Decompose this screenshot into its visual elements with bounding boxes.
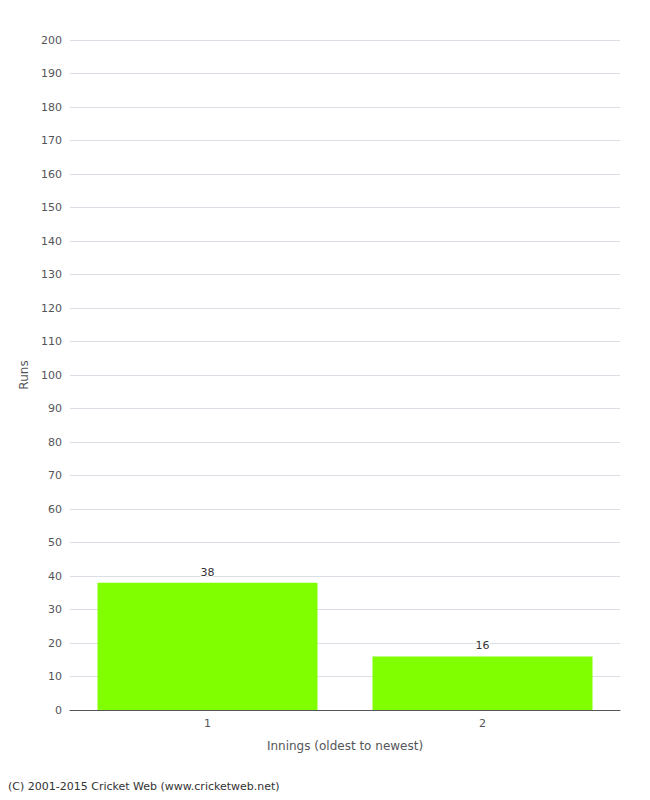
svg-text:180: 180 xyxy=(41,101,62,114)
svg-text:50: 50 xyxy=(48,536,62,549)
svg-text:2: 2 xyxy=(479,717,486,730)
svg-text:160: 160 xyxy=(41,168,62,181)
svg-text:100: 100 xyxy=(41,369,62,382)
svg-text:60: 60 xyxy=(48,503,62,516)
svg-text:200: 200 xyxy=(41,34,62,47)
svg-text:190: 190 xyxy=(41,67,62,80)
svg-text:70: 70 xyxy=(48,469,62,482)
svg-text:0: 0 xyxy=(55,704,62,717)
svg-text:150: 150 xyxy=(41,201,62,214)
svg-text:38: 38 xyxy=(201,566,215,579)
svg-text:40: 40 xyxy=(48,570,62,583)
svg-text:110: 110 xyxy=(41,335,62,348)
svg-text:130: 130 xyxy=(41,268,62,281)
svg-text:Innings (oldest to newest): Innings (oldest to newest) xyxy=(267,739,423,753)
svg-text:170: 170 xyxy=(41,134,62,147)
svg-text:(C) 2001-2015 Cricket Web (www: (C) 2001-2015 Cricket Web (www.cricketwe… xyxy=(8,780,280,793)
svg-text:80: 80 xyxy=(48,436,62,449)
svg-text:1: 1 xyxy=(204,717,211,730)
svg-text:10: 10 xyxy=(48,670,62,683)
svg-text:90: 90 xyxy=(48,402,62,415)
svg-text:120: 120 xyxy=(41,302,62,315)
svg-text:20: 20 xyxy=(48,637,62,650)
svg-text:140: 140 xyxy=(41,235,62,248)
svg-text:Runs: Runs xyxy=(17,360,31,389)
svg-text:16: 16 xyxy=(476,639,490,652)
svg-text:30: 30 xyxy=(48,603,62,616)
